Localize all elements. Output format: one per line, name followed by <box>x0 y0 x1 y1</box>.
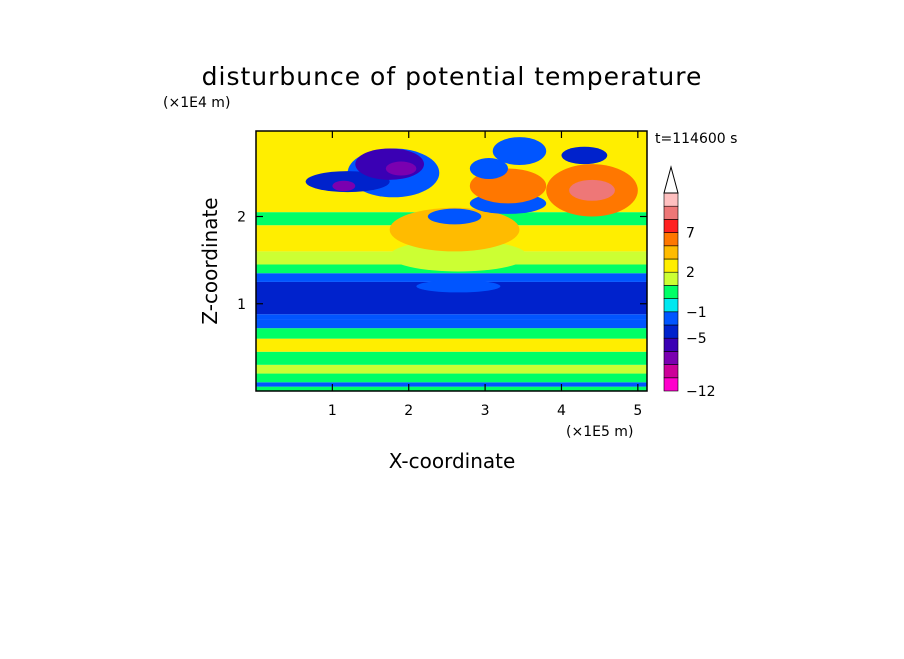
colorbar-level-0 <box>663 377 679 392</box>
x-tick-label-3: 4 <box>557 403 566 419</box>
chart-title: disturbunce of potential temperature <box>202 62 703 91</box>
time-label: t=114600 s <box>655 131 737 147</box>
colorbar: 7 2 −1 −5 −12 <box>663 165 716 400</box>
colorbar-label-4: −12 <box>686 384 716 400</box>
x-tick-label-1: 2 <box>404 403 413 419</box>
colorbar-level-11 <box>663 232 679 247</box>
x-axis: 1 2 3 4 5 <box>328 131 642 419</box>
colorbar-label-2: −1 <box>686 305 707 321</box>
colorbar-label-1: 2 <box>686 265 695 281</box>
colorbar-level-8 <box>663 271 679 286</box>
contour-band-0 <box>256 386 647 391</box>
contour-band-3 <box>256 364 647 374</box>
contour-feature-6 <box>385 161 417 176</box>
colorbar-level-4 <box>663 324 679 339</box>
colorbar-level-9 <box>663 258 679 273</box>
contour-feature-2 <box>389 207 520 252</box>
contour-band-4 <box>256 351 647 365</box>
contour-feature-13 <box>569 179 615 201</box>
contour-band-1 <box>256 382 647 387</box>
contour-feature-14 <box>492 137 547 166</box>
x-tick-label-2: 3 <box>481 403 490 419</box>
y-axis: 12 <box>237 210 647 313</box>
y-tick-label-1: 2 <box>237 210 246 226</box>
contour-feature-7 <box>332 180 356 192</box>
y-tick-label-0: 1 <box>237 297 246 313</box>
x-tick-label-0: 1 <box>328 403 337 419</box>
x-axis-label: X-coordinate <box>389 449 516 473</box>
contour-field <box>256 131 647 391</box>
contour-band-10 <box>256 273 647 282</box>
colorbar-label-3: −5 <box>686 331 707 347</box>
y-unit-label: (×1E4 m) <box>163 95 230 111</box>
plot-frame <box>255 130 648 392</box>
colorbar-level-7 <box>663 285 679 299</box>
colorbar-level-12 <box>663 219 679 233</box>
contour-feature-11 <box>469 158 509 179</box>
x-tick-label-4: 5 <box>633 403 642 419</box>
contour-band-8 <box>256 314 647 320</box>
contour-band-7 <box>256 319 647 329</box>
y-axis-label: Z-coordinate <box>198 197 222 324</box>
colorbar-label-0: 7 <box>686 226 695 242</box>
contour-band-5 <box>256 338 647 352</box>
contour-feature-15 <box>561 146 608 165</box>
contour-band-2 <box>256 373 647 383</box>
colorbar-level-10 <box>663 245 679 260</box>
colorbar-level-3 <box>663 337 679 352</box>
colorbar-level-6 <box>663 298 679 313</box>
colorbar-level-5 <box>663 311 679 326</box>
x-unit-label: (×1E5 m) <box>566 424 633 440</box>
colorbar-level-1 <box>663 364 679 379</box>
colorbar-level-13 <box>663 205 679 220</box>
colorbar-level-14 <box>663 192 679 207</box>
colorbar-level-2 <box>663 351 679 365</box>
contour-feature-8 <box>427 208 482 225</box>
contour-feature-0 <box>416 280 501 293</box>
colorbar-extend-arrow <box>663 165 679 194</box>
contour-band-6 <box>256 328 647 339</box>
